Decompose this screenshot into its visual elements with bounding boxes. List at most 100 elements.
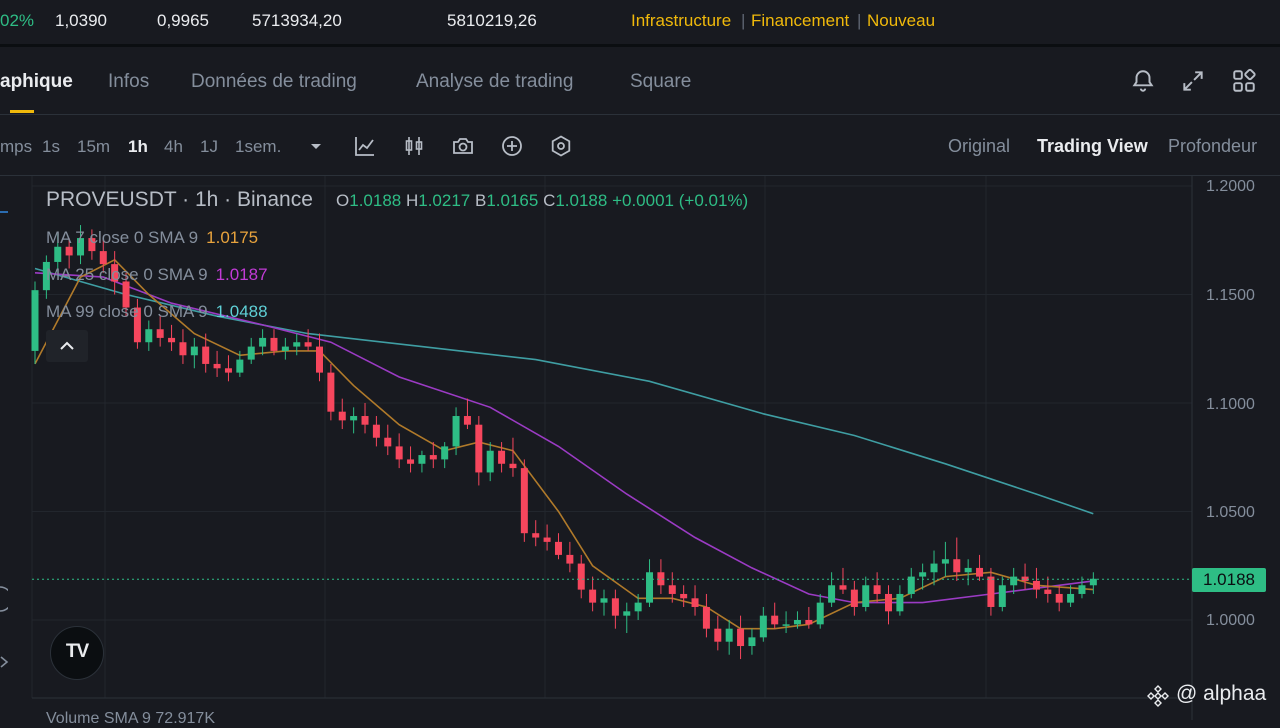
candle-body (361, 416, 369, 425)
view-original[interactable]: Original (948, 136, 1011, 156)
ma99-value: 1.0488 (215, 302, 268, 321)
candle-body (1044, 589, 1052, 594)
view-trading-view[interactable]: Trading View (1037, 136, 1148, 156)
candle-body (133, 307, 141, 343)
chart-grid (31, 176, 1192, 699)
magnet-tool-icon[interactable] (0, 585, 8, 613)
candle-body (54, 246, 62, 262)
candle-body (293, 342, 301, 347)
candle-body (657, 572, 665, 586)
close-value: 1.0188 (555, 191, 608, 210)
candle-body (782, 624, 790, 626)
tradingview-logo-button[interactable]: TV (50, 626, 104, 680)
candle-body (520, 468, 528, 534)
candle-body (976, 567, 984, 577)
candle-body (907, 576, 915, 594)
candle-body (634, 602, 642, 612)
add-icon[interactable] (500, 134, 524, 158)
candle-body (213, 363, 221, 369)
candle-body (304, 342, 312, 347)
ma7-value: 1.0175 (206, 228, 259, 247)
grid-icon[interactable] (1231, 68, 1257, 94)
candle-body (122, 281, 130, 308)
candle-body (600, 598, 608, 603)
candle-body (145, 329, 153, 343)
candle-body (42, 261, 50, 291)
chevron-up-icon (60, 341, 74, 350)
camera-icon[interactable] (451, 134, 475, 158)
candle-body (88, 238, 96, 252)
tag-infrastructure[interactable]: Infrastructure (631, 11, 732, 30)
tag-financement[interactable]: Financement (751, 11, 850, 30)
candle-body (77, 238, 85, 256)
candle-body (486, 450, 494, 473)
interval-1s[interactable]: 1s (42, 137, 60, 156)
ohlc-readout: O1.0188 H1.0217 B1.0165 C1.0188 +0.0001 … (336, 191, 748, 211)
ma25-legend[interactable]: MA 25 close 0 SMA 9 1.0187 (46, 265, 268, 285)
candle-body (554, 541, 562, 555)
candle-body (793, 620, 801, 625)
bell-icon[interactable] (1130, 68, 1156, 94)
drawing-tool-icon[interactable] (0, 205, 12, 219)
candle-body (873, 585, 881, 594)
legend-collapse-button[interactable] (46, 330, 88, 362)
high-label: H (405, 191, 419, 210)
tag-nouveau[interactable]: Nouveau (867, 11, 936, 30)
candle-body (452, 416, 460, 447)
candle-body (532, 533, 540, 538)
high-value: 1.0217 (418, 191, 471, 210)
tab-square[interactable]: Square (630, 71, 692, 92)
candle-body (589, 589, 597, 603)
candle-body (668, 585, 676, 594)
candle-body (498, 450, 506, 464)
ma25-value: 1.0187 (215, 265, 268, 284)
candle-body (714, 628, 722, 642)
candle-body (1067, 593, 1075, 603)
chevron-right-icon[interactable] (0, 655, 12, 669)
candle-type-icon[interactable] (402, 134, 426, 158)
candle-body (99, 251, 107, 265)
candle-body (611, 598, 619, 616)
indicator-icon[interactable] (353, 134, 377, 158)
ma7-legend[interactable]: MA 7 close 0 SMA 9 1.0175 (46, 228, 258, 248)
tab-graphique[interactable]: aphique (0, 71, 73, 92)
candle-body (65, 246, 73, 256)
open-value: 1.0188 (349, 191, 402, 210)
price-tick: 1.0500 (1206, 504, 1255, 521)
candle-body (270, 337, 278, 351)
time-label[interactable]: mps (0, 137, 33, 156)
symbol-title[interactable]: PROVEUSDT · 1h · Binance (46, 188, 313, 211)
ma25-line (34, 272, 1094, 604)
interval-1j[interactable]: 1J (200, 137, 218, 156)
settings-hex-icon[interactable] (549, 134, 573, 158)
candle-body (930, 563, 938, 573)
candle-body (816, 602, 824, 625)
expand-icon[interactable] (1180, 68, 1206, 94)
view-profondeur[interactable]: Profondeur (1168, 136, 1258, 156)
binance-logo-icon (1147, 685, 1169, 707)
low-label: B (474, 191, 487, 210)
watermark: @ alphaa (1176, 682, 1267, 705)
candle-body (407, 459, 415, 464)
interval-4h[interactable]: 4h (164, 137, 183, 156)
interval-1h[interactable]: 1h (128, 137, 148, 156)
candle-body (953, 559, 961, 573)
candle-body (1055, 593, 1063, 603)
candle-body (224, 368, 232, 373)
price-tick: 1.0000 (1206, 612, 1255, 629)
candle-body (384, 437, 392, 447)
candle-body (998, 585, 1006, 607)
interval-1sem[interactable]: 1sem. (235, 137, 282, 156)
price-chart[interactable] (0, 176, 1280, 720)
candle-body (31, 290, 39, 351)
tab-donnees-trading[interactable]: Données de trading (191, 71, 357, 92)
candle-body (372, 424, 380, 438)
interval-15m[interactable]: 15m (77, 137, 111, 156)
ma99-legend[interactable]: MA 99 close 0 SMA 9 1.0488 (46, 302, 268, 322)
tab-analyse-trading[interactable]: Analyse de trading (416, 71, 574, 92)
candle-body (236, 359, 244, 373)
candle-body (566, 554, 574, 564)
tab-infos[interactable]: Infos (108, 71, 150, 92)
candle-body (680, 593, 688, 599)
chevron-down-icon[interactable] (304, 134, 328, 158)
